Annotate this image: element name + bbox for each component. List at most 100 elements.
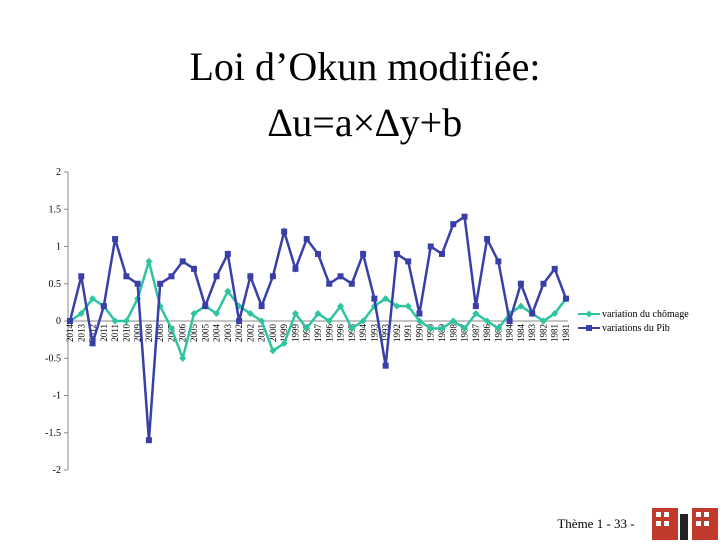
marker bbox=[122, 317, 130, 325]
logo bbox=[652, 508, 718, 540]
marker bbox=[337, 273, 344, 280]
x-tick-label: 2004 bbox=[212, 324, 222, 343]
x-tick-label: 2005 bbox=[200, 324, 210, 343]
x-tick-label: 1999 bbox=[290, 324, 300, 343]
marker bbox=[371, 295, 378, 302]
marker bbox=[438, 324, 446, 332]
marker bbox=[439, 250, 445, 257]
x-tick-label: 1996 bbox=[336, 324, 346, 343]
marker bbox=[123, 273, 130, 280]
x-tick-label: 2008 bbox=[144, 324, 154, 343]
marker bbox=[585, 310, 593, 318]
x-tick-label: 2010 bbox=[121, 324, 131, 343]
x-tick-label: 1990 bbox=[414, 324, 424, 343]
x-tick-label: 2007 bbox=[166, 324, 176, 343]
marker bbox=[551, 265, 558, 272]
marker bbox=[269, 273, 276, 280]
x-tick-label: 1986 bbox=[482, 324, 492, 343]
y-tick-label: -0.5 bbox=[45, 353, 61, 364]
marker bbox=[517, 302, 525, 310]
marker bbox=[167, 324, 175, 332]
title-line-2: ∆u=a×∆y+b bbox=[268, 100, 462, 145]
marker bbox=[224, 287, 232, 295]
marker bbox=[359, 317, 367, 325]
marker bbox=[202, 303, 209, 310]
marker bbox=[315, 250, 321, 257]
marker bbox=[303, 236, 310, 243]
marker bbox=[291, 310, 299, 318]
marker bbox=[78, 273, 85, 280]
marker bbox=[483, 317, 491, 325]
marker bbox=[540, 280, 547, 287]
footer: Thème 1 - 33 - bbox=[557, 516, 634, 531]
marker bbox=[494, 324, 502, 332]
y-tick-label: 0 bbox=[56, 316, 61, 327]
marker bbox=[269, 347, 277, 355]
marker bbox=[190, 310, 198, 318]
x-tick-label: 1988 bbox=[448, 324, 458, 343]
x-tick-label: 1983 bbox=[527, 324, 537, 343]
x-tick-label: 1984 bbox=[516, 324, 526, 343]
marker bbox=[495, 258, 502, 265]
marker bbox=[484, 236, 491, 243]
x-tick-label: 1993 bbox=[381, 324, 391, 343]
marker bbox=[449, 317, 457, 325]
marker bbox=[67, 318, 73, 324]
x-tick-label: 1984 bbox=[505, 324, 515, 343]
marker bbox=[314, 310, 322, 318]
marker bbox=[404, 302, 412, 310]
marker bbox=[472, 310, 480, 318]
marker bbox=[89, 340, 96, 347]
x-tick-label: 2006 bbox=[178, 324, 188, 343]
marker bbox=[539, 317, 547, 325]
marker bbox=[415, 317, 423, 325]
x-tick-label: 2003 bbox=[223, 324, 233, 343]
x-tick-label: 2001 bbox=[257, 324, 267, 342]
x-tick-label: 1998 bbox=[302, 324, 312, 343]
marker bbox=[134, 280, 141, 287]
marker bbox=[77, 310, 85, 318]
marker bbox=[224, 250, 231, 257]
y-tick-label: 0.5 bbox=[49, 279, 62, 290]
marker bbox=[292, 265, 299, 272]
y-tick-label: 1.5 bbox=[49, 204, 62, 215]
x-tick-label: 2009 bbox=[133, 324, 143, 343]
marker bbox=[89, 295, 97, 303]
marker bbox=[281, 228, 288, 235]
marker bbox=[405, 258, 412, 265]
marker bbox=[157, 280, 164, 287]
x-tick-label: 2013 bbox=[76, 324, 86, 343]
marker bbox=[382, 362, 389, 369]
y-tick-label: -1.5 bbox=[45, 428, 61, 439]
x-tick-label: 2008 bbox=[155, 324, 165, 343]
x-tick-label: 1992 bbox=[392, 324, 402, 342]
marker bbox=[325, 317, 333, 325]
y-tick-label: -2 bbox=[53, 465, 61, 476]
marker bbox=[280, 339, 288, 347]
x-tick-label: 1993 bbox=[369, 324, 379, 343]
series: variations du Pib bbox=[67, 213, 670, 444]
marker bbox=[360, 250, 367, 257]
marker bbox=[461, 213, 468, 220]
marker bbox=[111, 317, 119, 325]
marker bbox=[506, 318, 513, 324]
x-tick-label: 1990 bbox=[426, 324, 436, 343]
x-tick-label: 1995 bbox=[347, 324, 357, 343]
x-tick-label: 1989 bbox=[437, 324, 447, 343]
marker bbox=[145, 437, 152, 444]
x-tick-label: 1985 bbox=[493, 324, 503, 343]
marker bbox=[303, 324, 311, 332]
marker bbox=[450, 221, 457, 228]
marker bbox=[213, 273, 220, 280]
x-tick-label: 2011 bbox=[110, 324, 120, 342]
marker bbox=[236, 318, 243, 324]
x-tick-label: 1999 bbox=[279, 324, 289, 343]
x-tick-label: 1991 bbox=[403, 324, 413, 342]
x-tick-label: 2012 bbox=[88, 324, 98, 342]
y-tick-label: 2 bbox=[56, 167, 61, 178]
marker bbox=[145, 257, 153, 265]
marker bbox=[393, 250, 400, 257]
marker bbox=[586, 325, 592, 331]
marker bbox=[472, 303, 479, 310]
